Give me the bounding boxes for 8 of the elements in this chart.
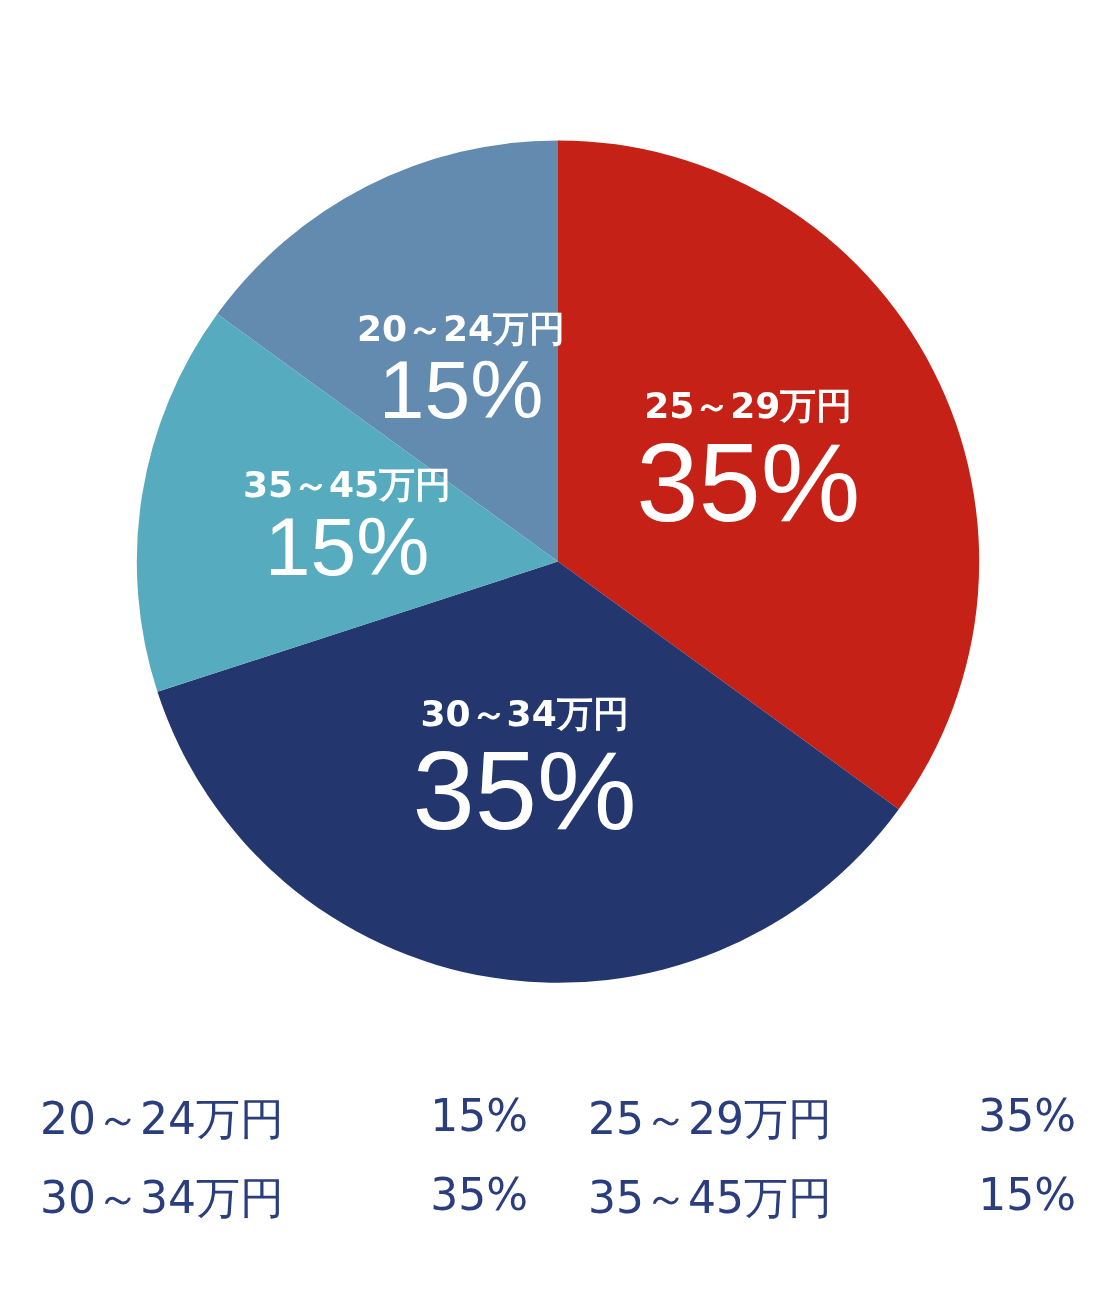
category-label: 35～45万円 xyxy=(588,1172,832,1223)
category-label: 20～24万円 xyxy=(40,1093,284,1144)
category-label: 25～29万円 xyxy=(588,1093,832,1144)
slice-label: 30～34万円 xyxy=(40,1171,284,1225)
text: 15% xyxy=(978,1169,1076,1220)
text: 15% xyxy=(430,1090,528,1141)
text: 35% xyxy=(978,1090,1076,1141)
text: 35% xyxy=(430,1169,528,1220)
